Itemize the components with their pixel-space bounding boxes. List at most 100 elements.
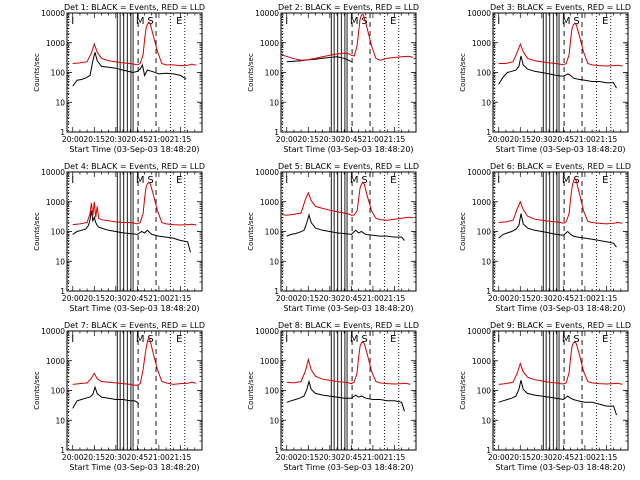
interval-marker-label: M: [136, 175, 145, 186]
y-tick-label: 100: [477, 387, 492, 396]
x-tick-label: 20:00: [488, 294, 510, 303]
interval-marker-label: E: [176, 16, 182, 27]
y-tick-label: 100: [51, 387, 66, 396]
y-tick-label: 10: [55, 416, 65, 425]
x-axis-label: Start Time (03-Sep-03 18:48:20): [283, 145, 413, 154]
interval-marker-label: M: [136, 16, 145, 27]
interval-marker-label: I: [285, 334, 288, 345]
lld-series-line: [498, 341, 623, 385]
y-tick-label: 1000: [46, 39, 65, 48]
x-tick-label: 20:30: [105, 294, 127, 303]
x-tick-label: 20:00: [276, 453, 298, 462]
x-axis-label: Start Time (03-Sep-03 18:48:20): [283, 304, 413, 313]
y-tick-label: 100: [265, 387, 280, 396]
y-tick-label: 10: [269, 257, 279, 266]
y-tick-label: 1: [486, 128, 491, 137]
plot-frame: [66, 330, 203, 451]
x-tick-label: 21:15: [384, 135, 406, 144]
x-tick-label: 20:30: [105, 453, 127, 462]
x-tick-label: 20:30: [531, 453, 553, 462]
x-axis-label: Start Time (03-Sep-03 18:48:20): [69, 304, 199, 313]
x-tick-label: 21:15: [596, 135, 618, 144]
interval-marker-label: S: [361, 16, 367, 27]
plot-frame: [492, 330, 629, 451]
y-tick-label: 10000: [467, 327, 491, 336]
x-axis-label: Start Time (03-Sep-03 18:48:20): [495, 145, 625, 154]
x-tick-label: 20:00: [488, 453, 510, 462]
x-tick-label: 20:15: [509, 453, 531, 462]
events-series-line: [72, 210, 191, 253]
x-tick-label: 21:00: [362, 453, 384, 462]
interval-marker-label: E: [176, 175, 182, 186]
x-tick-label: 20:00: [276, 294, 298, 303]
y-axis-label: Counts/sec: [247, 53, 255, 92]
y-tick-label: 10000: [255, 9, 279, 18]
y-tick-label: 10000: [41, 9, 65, 18]
panel-title: Det 6: BLACK = Events, RED = LLD: [490, 162, 631, 171]
lld-series-line: [282, 13, 414, 61]
x-axis-label: Start Time (03-Sep-03 18:48:20): [69, 145, 199, 154]
events-series-line: [72, 385, 140, 409]
interval-marker-label: E: [176, 334, 182, 345]
y-axis-label: Counts/sec: [459, 212, 467, 251]
x-axis-label: Start Time (03-Sep-03 18:48:20): [69, 463, 199, 472]
x-tick-label: 21:00: [574, 135, 596, 144]
x-tick-label: 20:30: [105, 135, 127, 144]
interval-marker-label: S: [147, 175, 153, 186]
y-tick-label: 10: [55, 257, 65, 266]
x-tick-label: 21:00: [362, 135, 384, 144]
events-series-line: [498, 213, 617, 248]
x-tick-label: 21:00: [574, 294, 596, 303]
y-tick-label: 100: [477, 69, 492, 78]
x-tick-label: 20:15: [83, 135, 105, 144]
interval-marker-label: E: [390, 175, 396, 186]
events-series-line: [286, 379, 405, 412]
lld-series-line: [286, 341, 411, 385]
panel-title: Det 8: BLACK = Events, RED = LLD: [278, 321, 419, 330]
y-tick-label: 10000: [255, 327, 279, 336]
plot-frame: [492, 12, 629, 133]
lld-series-line: [498, 177, 623, 225]
y-tick-label: 10: [481, 257, 491, 266]
y-tick-label: 100: [265, 228, 280, 237]
interval-marker-label: E: [602, 16, 608, 27]
x-tick-label: 20:00: [488, 135, 510, 144]
x-axis-label: Start Time (03-Sep-03 18:48:20): [283, 463, 413, 472]
x-tick-label: 21:00: [148, 294, 170, 303]
y-tick-label: 100: [51, 228, 66, 237]
x-tick-label: 20:30: [319, 453, 341, 462]
panel-title: Det 4: BLACK = Events, RED = LLD: [64, 162, 205, 171]
y-tick-label: 10000: [41, 327, 65, 336]
x-tick-label: 21:15: [384, 294, 406, 303]
interval-marker-label: E: [390, 334, 396, 345]
y-tick-label: 100: [477, 228, 492, 237]
y-tick-label: 100: [265, 69, 280, 78]
y-tick-label: 10000: [467, 9, 491, 18]
interval-marker-label: I: [71, 16, 74, 27]
panel-title: Det 9: BLACK = Events, RED = LLD: [490, 321, 631, 330]
events-series-line: [286, 56, 352, 63]
interval-marker-label: I: [497, 175, 500, 186]
interval-marker-label: S: [147, 334, 153, 345]
lld-series-line: [498, 22, 623, 67]
y-tick-label: 1000: [260, 39, 279, 48]
interval-marker-label: M: [562, 175, 571, 186]
interval-marker-label: S: [361, 334, 367, 345]
y-tick-label: 1000: [260, 357, 279, 366]
x-tick-label: 20:00: [62, 294, 84, 303]
x-tick-label: 21:15: [170, 453, 192, 462]
x-tick-label: 20:00: [276, 135, 298, 144]
x-tick-label: 21:15: [596, 453, 618, 462]
y-tick-label: 1: [486, 287, 491, 296]
x-tick-label: 20:15: [509, 294, 531, 303]
y-tick-label: 1: [274, 287, 279, 296]
x-tick-label: 20:45: [553, 135, 575, 144]
interval-marker-label: M: [562, 16, 571, 27]
y-tick-label: 10: [269, 98, 279, 107]
lld-series-line: [72, 21, 197, 67]
x-tick-label: 21:00: [148, 453, 170, 462]
y-tick-label: 10: [55, 98, 65, 107]
y-tick-label: 1: [60, 287, 65, 296]
